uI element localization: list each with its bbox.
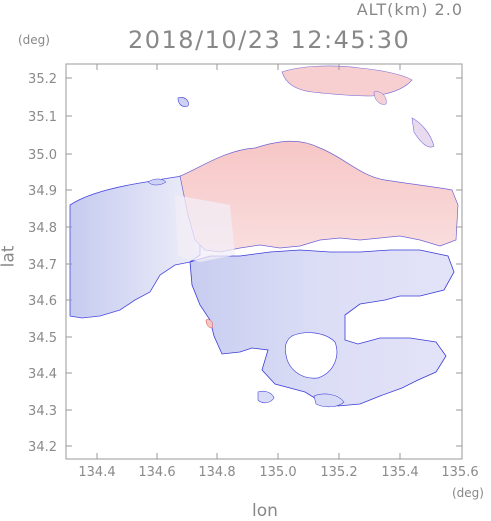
x-tick-label: 134.6: [138, 465, 175, 480]
x-axis-label: lon: [252, 501, 278, 521]
echo-transition: [175, 195, 235, 262]
y-axis-unit: (deg): [18, 33, 50, 47]
echo-small-cell-6: [147, 178, 167, 186]
y-tick-label: 34.4: [28, 367, 57, 382]
y-tick-label: 35.0: [28, 148, 57, 163]
echo-small-cell-3: [411, 117, 435, 148]
y-tick-label: 34.8: [28, 221, 57, 236]
echo-north-positive: [179, 140, 459, 253]
y-tick-label: 34.2: [28, 440, 57, 455]
timestamp-title: 2018/10/23 12:45:30: [128, 26, 411, 54]
x-axis-unit: (deg): [452, 486, 484, 500]
echo-west: [69, 175, 201, 319]
echo-small-cell-5: [373, 91, 387, 105]
echo-northeast-cell: [281, 65, 413, 97]
echo-small-cell-2: [313, 393, 345, 408]
y-tick-label: 34.9: [28, 184, 57, 199]
y-ticks: [66, 77, 462, 447]
x-tick-label: 135.2: [320, 465, 357, 480]
y-tick-label: 35.1: [28, 110, 57, 125]
radar-field: [69, 65, 459, 408]
x-tick-label: 134.8: [198, 465, 235, 480]
x-tick-label: 135.0: [259, 465, 296, 480]
y-tick-label: 34.6: [28, 294, 57, 309]
y-tick-label: 34.3: [28, 404, 57, 419]
x-tick-label: 134.4: [78, 465, 115, 480]
echo-gap: [284, 332, 338, 379]
x-tick-label: 135.6: [441, 465, 478, 480]
x-tick-label: 135.4: [381, 465, 418, 480]
altitude-label: ALT(km) 2.0: [356, 0, 463, 19]
x-ticks: [96, 64, 401, 459]
echo-south-negative: [189, 249, 455, 407]
echo-small-cell-7: [205, 319, 213, 329]
y-tick-label: 34.5: [28, 331, 57, 346]
y-tick-label: 35.2: [28, 72, 57, 87]
echo-small-cell-1: [257, 390, 275, 404]
y-tick-label: 34.7: [28, 258, 57, 273]
plot-frame: [65, 63, 463, 460]
echo-small-cell-4: [177, 97, 189, 107]
